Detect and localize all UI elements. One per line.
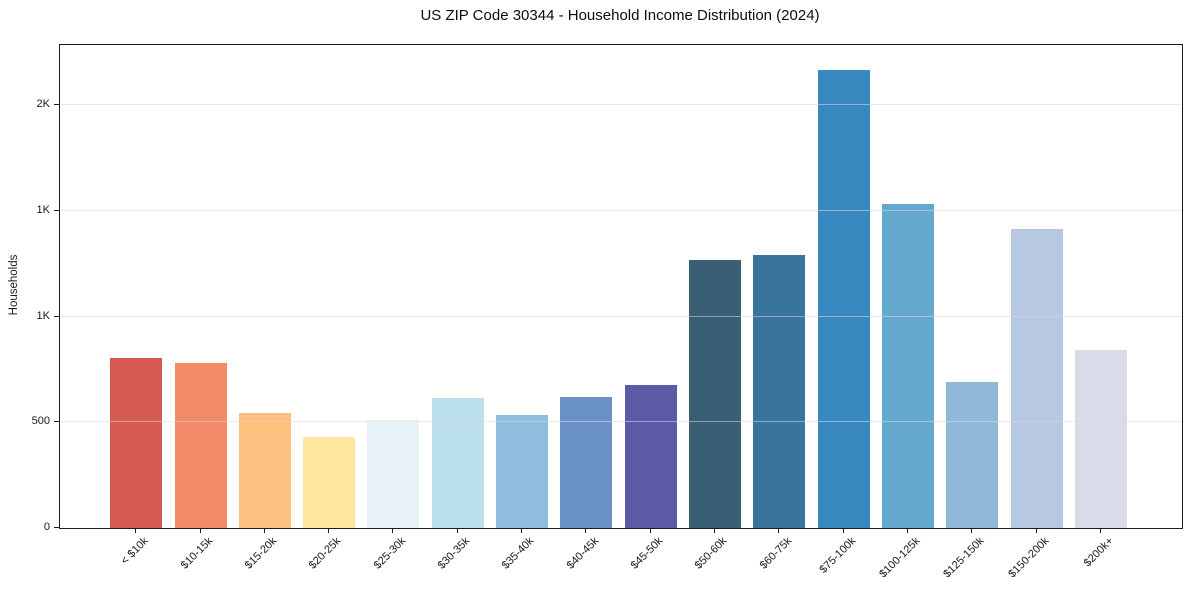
bar-75-100k: [817, 70, 870, 528]
x-tick-mark: [778, 528, 780, 533]
x-tick-mark: [585, 528, 587, 533]
bar-150-200k: [1010, 228, 1063, 528]
x-tick-label: $75-100k: [817, 535, 859, 576]
x-tick-label: $200k+: [1081, 535, 1116, 570]
x-tick-label: $40-45k: [564, 535, 601, 572]
x-tick-mark: [392, 528, 394, 533]
y-tick-label: 2K: [36, 98, 50, 111]
x-tick-mark: [199, 528, 201, 533]
x-tick-mark: [842, 528, 844, 533]
x-tick-label: $15-20k: [242, 535, 280, 572]
bar-40-45k: [560, 396, 613, 528]
y-axis-label: Households: [8, 254, 20, 316]
bar-60-75k: [753, 255, 806, 528]
y-tick-label: 1K: [36, 309, 50, 322]
gridline-1500: [60, 209, 1182, 211]
plot-area: [59, 44, 1183, 529]
bar-30-35k: [431, 398, 484, 528]
x-tick-label: $100-125k: [877, 535, 923, 581]
y-tick-mark: [54, 421, 59, 423]
x-tick-mark: [1100, 528, 1102, 533]
x-tick-label: $60-75k: [757, 535, 794, 572]
bar-100-125k: [882, 203, 935, 528]
bar-35-40k: [496, 414, 549, 528]
x-tick-label: $30-35k: [435, 535, 473, 572]
x-tick-label: $20-25k: [307, 535, 344, 572]
bar-50-60k: [689, 259, 742, 528]
y-tick-label: 0: [43, 521, 50, 533]
x-tick-mark: [263, 528, 265, 533]
gridline-2000: [60, 104, 1182, 106]
x-tick-mark: [714, 528, 716, 533]
bar-25-30k: [367, 420, 420, 528]
x-tick-label: $25-30k: [371, 535, 408, 572]
y-tick-label: 500: [31, 415, 50, 428]
x-tick-mark: [135, 528, 137, 533]
x-tick-mark: [907, 528, 909, 533]
x-tick-mark: [456, 528, 458, 533]
x-tick-mark: [1035, 528, 1037, 533]
bar-10-15k: [174, 363, 227, 528]
x-tick-mark: [328, 528, 330, 533]
x-tick-mark: [971, 528, 973, 533]
bar-15-20k: [238, 412, 291, 528]
y-tick-mark: [54, 209, 59, 211]
x-tick-mark: [649, 528, 651, 533]
x-tick-label: $125-150k: [941, 535, 987, 581]
y-tick-mark: [54, 315, 59, 317]
x-tick-label: $45-50k: [628, 535, 666, 572]
bar-45-50k: [624, 385, 677, 528]
y-tick-mark: [54, 527, 59, 528]
x-tick-label: $35-40k: [500, 535, 537, 572]
x-tick-mark: [521, 528, 523, 533]
x-tick-label: $10-15k: [178, 535, 215, 572]
bar-20-25k: [303, 437, 356, 528]
bar-10k: [110, 357, 163, 528]
x-tick-label: < $10k: [118, 535, 151, 568]
x-tick-label: $150-200k: [1006, 535, 1052, 581]
x-tick-label: $50-60k: [693, 535, 730, 572]
y-tick-label: 1K: [36, 203, 50, 216]
bar-200k+: [1075, 350, 1128, 528]
y-tick-mark: [54, 104, 59, 106]
bar-125-150k: [946, 382, 999, 528]
chart-title: US ZIP Code 30344 - Household Income Dis…: [420, 7, 820, 24]
